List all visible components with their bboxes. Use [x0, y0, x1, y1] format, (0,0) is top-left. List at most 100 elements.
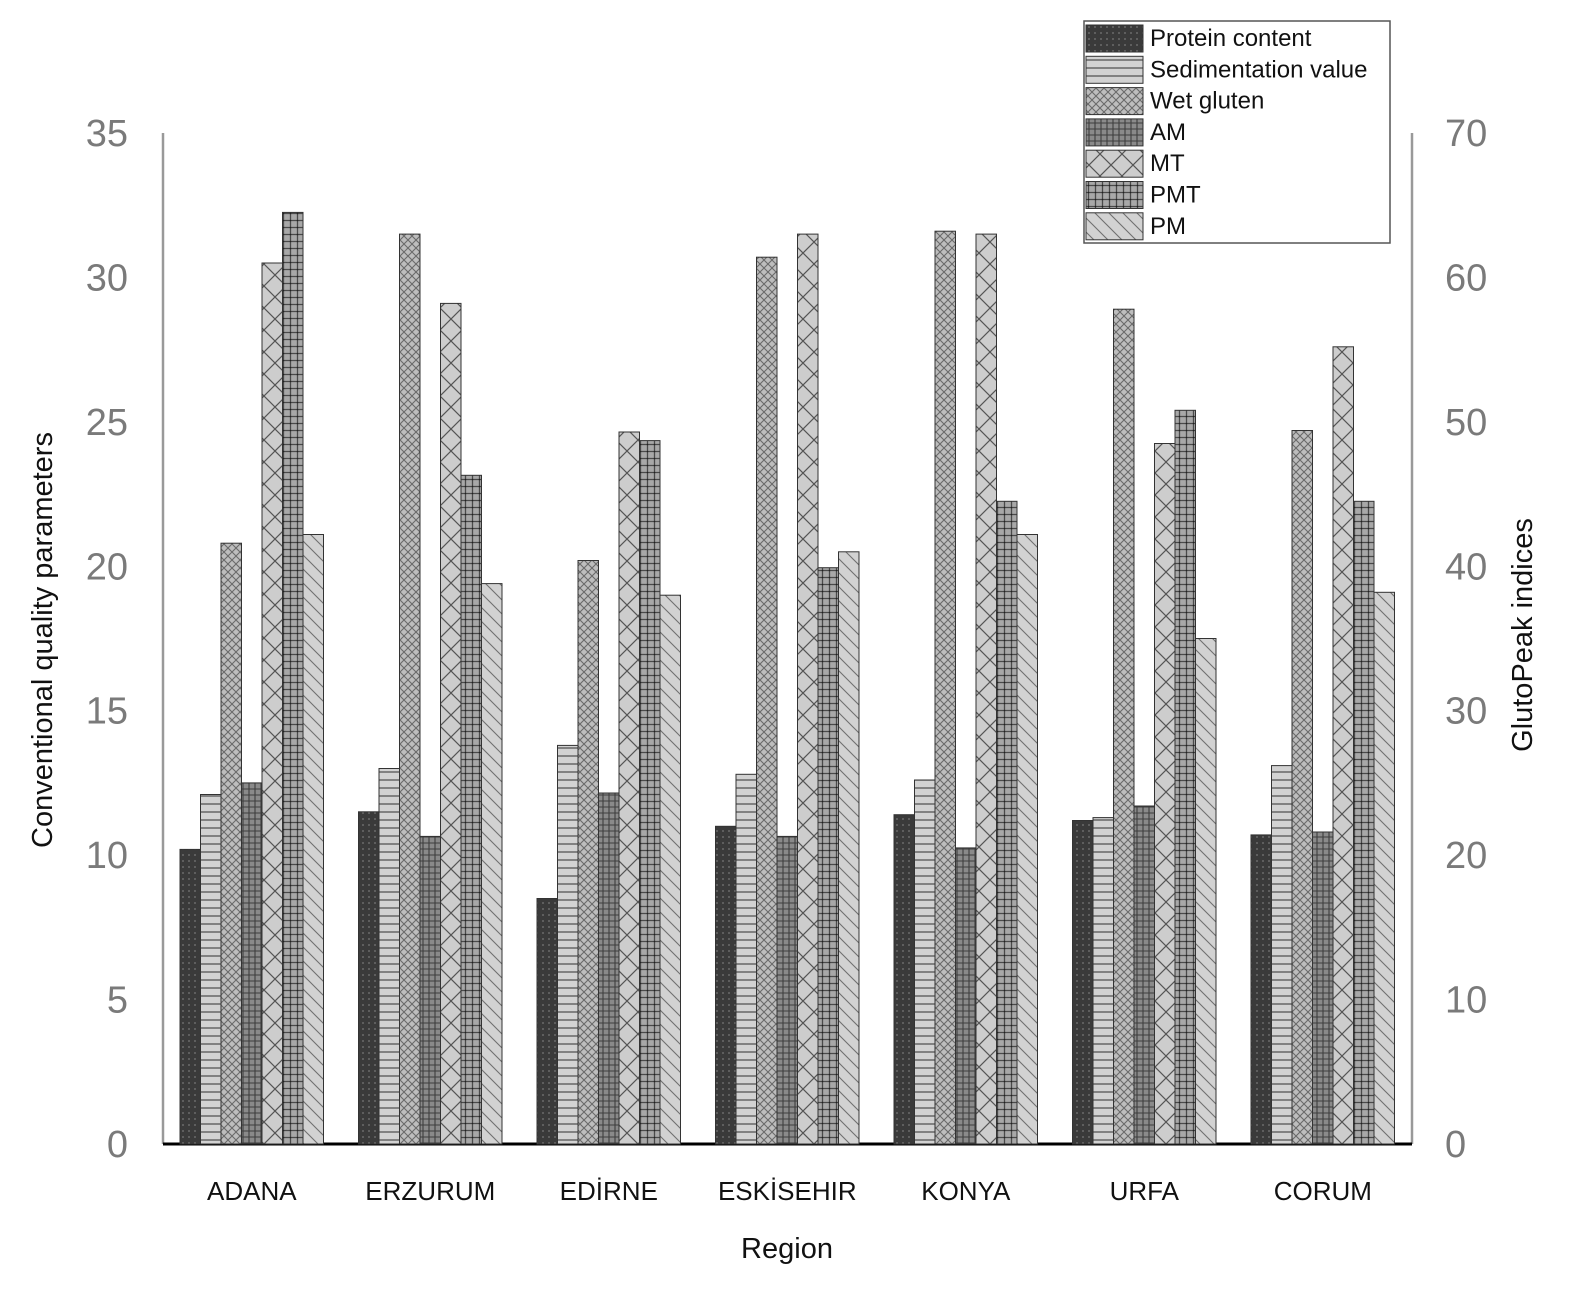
x-axis-title: Region — [741, 1233, 833, 1265]
category-labels: ADANA ERZURUM EDİRNE ESKİSEHIR KONYA URFA CORU… — [207, 1176, 1372, 1206]
bar-pm — [1016, 534, 1038, 1145]
category-label: KONYA — [921, 1176, 1011, 1206]
right-y-tick-label: 20 — [1445, 835, 1487, 877]
bar-wet-gluten — [577, 560, 599, 1145]
legend-label: Sedimentation value — [1150, 56, 1367, 83]
left-y-tick-label: 35 — [86, 113, 128, 155]
legend-item: MT — [1085, 149, 1185, 178]
legend-item: Sedimentation value — [1085, 55, 1367, 84]
bar-am — [776, 835, 798, 1145]
bar-protein-content — [893, 814, 915, 1145]
legend-label: MT — [1150, 150, 1185, 177]
bar-sedimentation-value — [1271, 765, 1293, 1145]
bar-sedimentation-value — [200, 794, 222, 1145]
legend-swatch — [1085, 212, 1144, 241]
right-y-tick-label: 60 — [1445, 257, 1487, 299]
bar-pm — [659, 594, 681, 1145]
bar-wet-gluten — [220, 542, 242, 1145]
left-y-tick-label: 25 — [86, 402, 128, 444]
bar-sedimentation-value — [557, 744, 579, 1145]
bar-am — [598, 792, 620, 1145]
bar-protein-content — [536, 898, 558, 1145]
bar-am — [419, 835, 441, 1145]
bar-wet-gluten — [1291, 430, 1313, 1145]
bar-wet-gluten — [756, 256, 778, 1145]
bar-mt — [261, 262, 283, 1145]
right-y-tick-label: 50 — [1445, 402, 1487, 444]
bar-protein-content — [179, 848, 201, 1145]
bar-group-konya — [893, 230, 1038, 1145]
bar-sedimentation-value — [914, 779, 936, 1145]
bar-protein-content — [358, 811, 380, 1145]
category-label: EDİRNE — [560, 1176, 658, 1206]
bar-mt — [618, 431, 640, 1145]
bar-sedimentation-value — [378, 768, 400, 1145]
bar-am — [1312, 831, 1334, 1145]
left-y-tick-label: 30 — [86, 257, 128, 299]
bar-group-urfa — [1072, 308, 1217, 1145]
bar-pm — [1195, 638, 1217, 1145]
left-y-tick-label: 20 — [86, 546, 128, 588]
legend-swatch — [1085, 55, 1144, 84]
left-y-tick-label: 15 — [86, 691, 128, 733]
bar-mt — [797, 233, 819, 1145]
category-label: ESKİSEHIR — [718, 1176, 857, 1206]
category-label: ADANA — [207, 1176, 297, 1206]
legend-swatch — [1085, 87, 1144, 116]
bar-pmt — [639, 440, 661, 1145]
bar-pm — [302, 534, 324, 1145]
right-y-tick-label: 10 — [1445, 980, 1487, 1022]
legend: Protein content Sedimentation value Wet gl… — [1083, 20, 1391, 244]
bar-mt — [1332, 346, 1354, 1145]
bar-mt — [440, 302, 462, 1145]
bar-protein-content — [715, 825, 737, 1145]
bar-wet-gluten — [1113, 308, 1135, 1145]
bar-pm — [838, 551, 860, 1145]
bar-pmt — [282, 211, 304, 1145]
legend-label: Protein content — [1150, 25, 1312, 52]
right-y-axis-title: GlutoPeak indices — [1507, 518, 1539, 752]
right-y-tick-label: 30 — [1445, 691, 1487, 733]
bar-pmt — [1353, 500, 1375, 1145]
left-y-tick-label: 10 — [86, 835, 128, 877]
bar-mt — [1154, 443, 1176, 1145]
bar-pmt — [460, 474, 482, 1145]
legend-swatch — [1085, 118, 1144, 147]
legend-label: AM — [1150, 119, 1186, 146]
bar-pm — [1373, 591, 1395, 1145]
legend-item: Wet gluten — [1085, 87, 1264, 116]
bar-groups — [179, 211, 1395, 1145]
category-label: CORUM — [1274, 1176, 1372, 1206]
bar-protein-content — [1250, 834, 1272, 1145]
legend-item: PMT — [1085, 181, 1201, 209]
bar-group-adana — [179, 211, 324, 1145]
left-y-axis-title: Conventional quality parameters — [27, 432, 59, 848]
bar-sedimentation-value — [1092, 817, 1114, 1145]
bar-group-erzurum — [358, 233, 503, 1145]
legend-item: PM — [1085, 212, 1186, 241]
right-y-tick-label: 70 — [1445, 113, 1487, 155]
bar-am — [1133, 805, 1155, 1145]
legend-swatch — [1085, 24, 1144, 53]
bar-pmt — [1174, 409, 1196, 1145]
bar-group-corum — [1250, 346, 1395, 1145]
legend-item: Protein content — [1085, 24, 1312, 53]
right-y-tick-labels: 0 10 20 30 40 50 60 70 — [1445, 113, 1487, 1166]
category-label: URFA — [1110, 1176, 1180, 1206]
legend-swatch — [1085, 149, 1144, 178]
legend-label: Wet gluten — [1150, 88, 1264, 115]
left-y-tick-label: 5 — [107, 980, 128, 1022]
legend-label: PMT — [1150, 182, 1201, 209]
bar-group-eski̇sehir — [715, 233, 860, 1145]
right-y-tick-label: 40 — [1445, 546, 1487, 588]
bar-group-edi̇rne — [536, 431, 681, 1145]
legend-label: PM — [1150, 213, 1186, 240]
legend-swatch — [1085, 181, 1144, 209]
left-y-tick-label: 0 — [107, 1124, 128, 1166]
bar-pmt — [996, 500, 1018, 1145]
legend-item: AM — [1085, 118, 1186, 147]
bar-am — [241, 782, 263, 1145]
bar-protein-content — [1072, 820, 1094, 1145]
